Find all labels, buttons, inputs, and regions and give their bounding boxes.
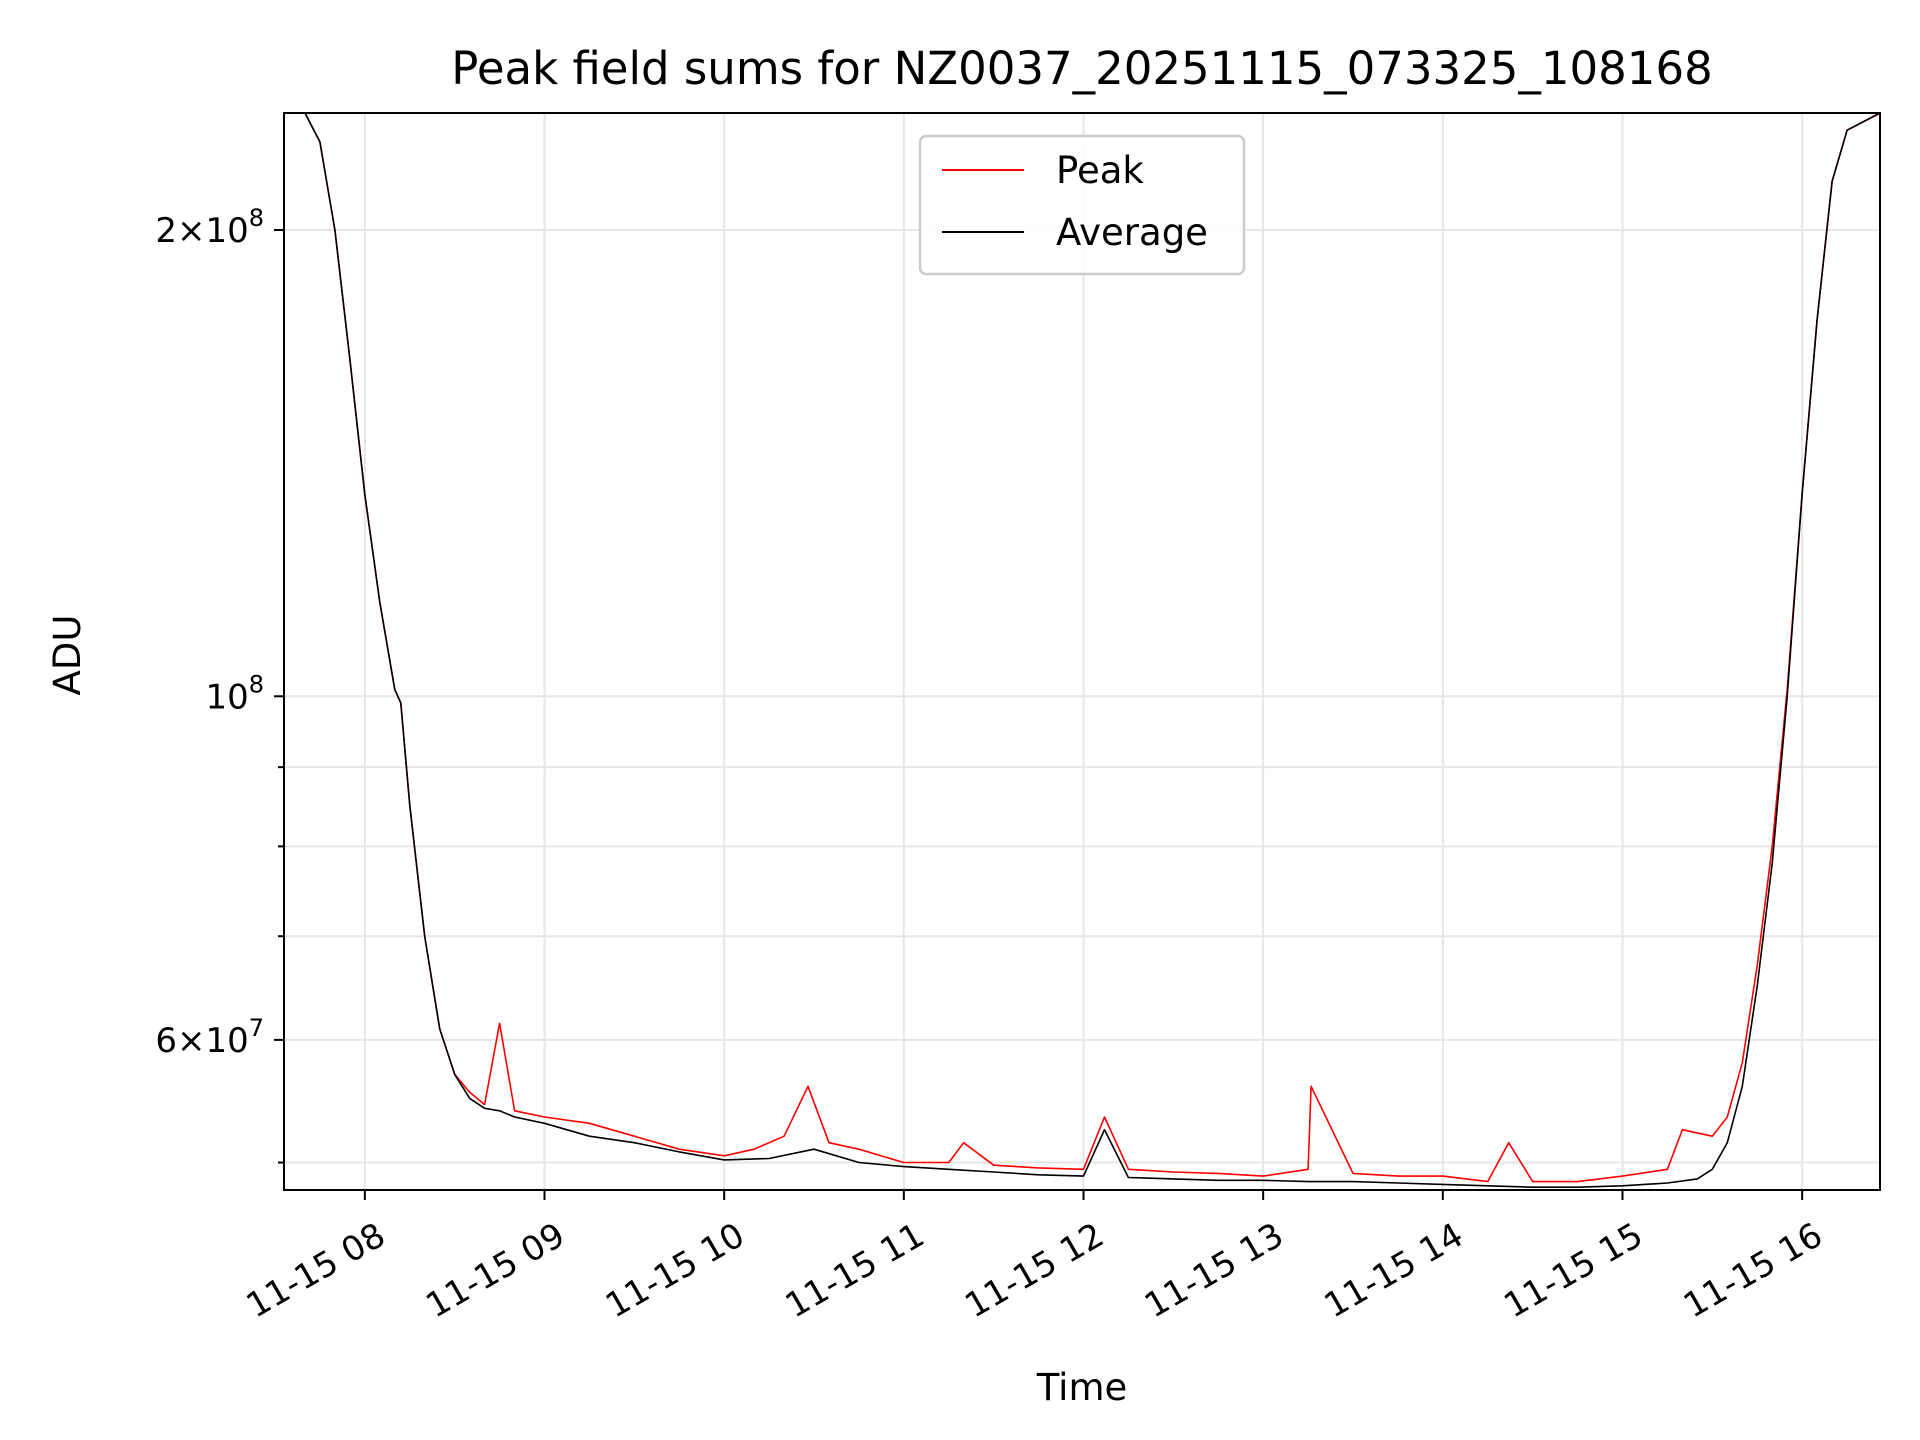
x-axis-label: Time: [1036, 1366, 1128, 1409]
y-tick-label: 2×108: [155, 204, 264, 251]
y-axis-label: ADU: [46, 615, 89, 696]
legend: Peak Average: [918, 134, 1246, 276]
legend-label-peak: Peak: [1056, 149, 1144, 192]
axes-frame: [283, 112, 1881, 1191]
y-tick-label: 108: [205, 670, 264, 717]
series-line-average: [284, 112, 1881, 1188]
series-group: [284, 112, 1881, 1188]
chart-title: Peak field sums for NZ0037_20251115_0733…: [451, 42, 1712, 95]
legend-label-average: Average: [1056, 211, 1208, 254]
y-tick-label: 6×107: [155, 1014, 264, 1061]
